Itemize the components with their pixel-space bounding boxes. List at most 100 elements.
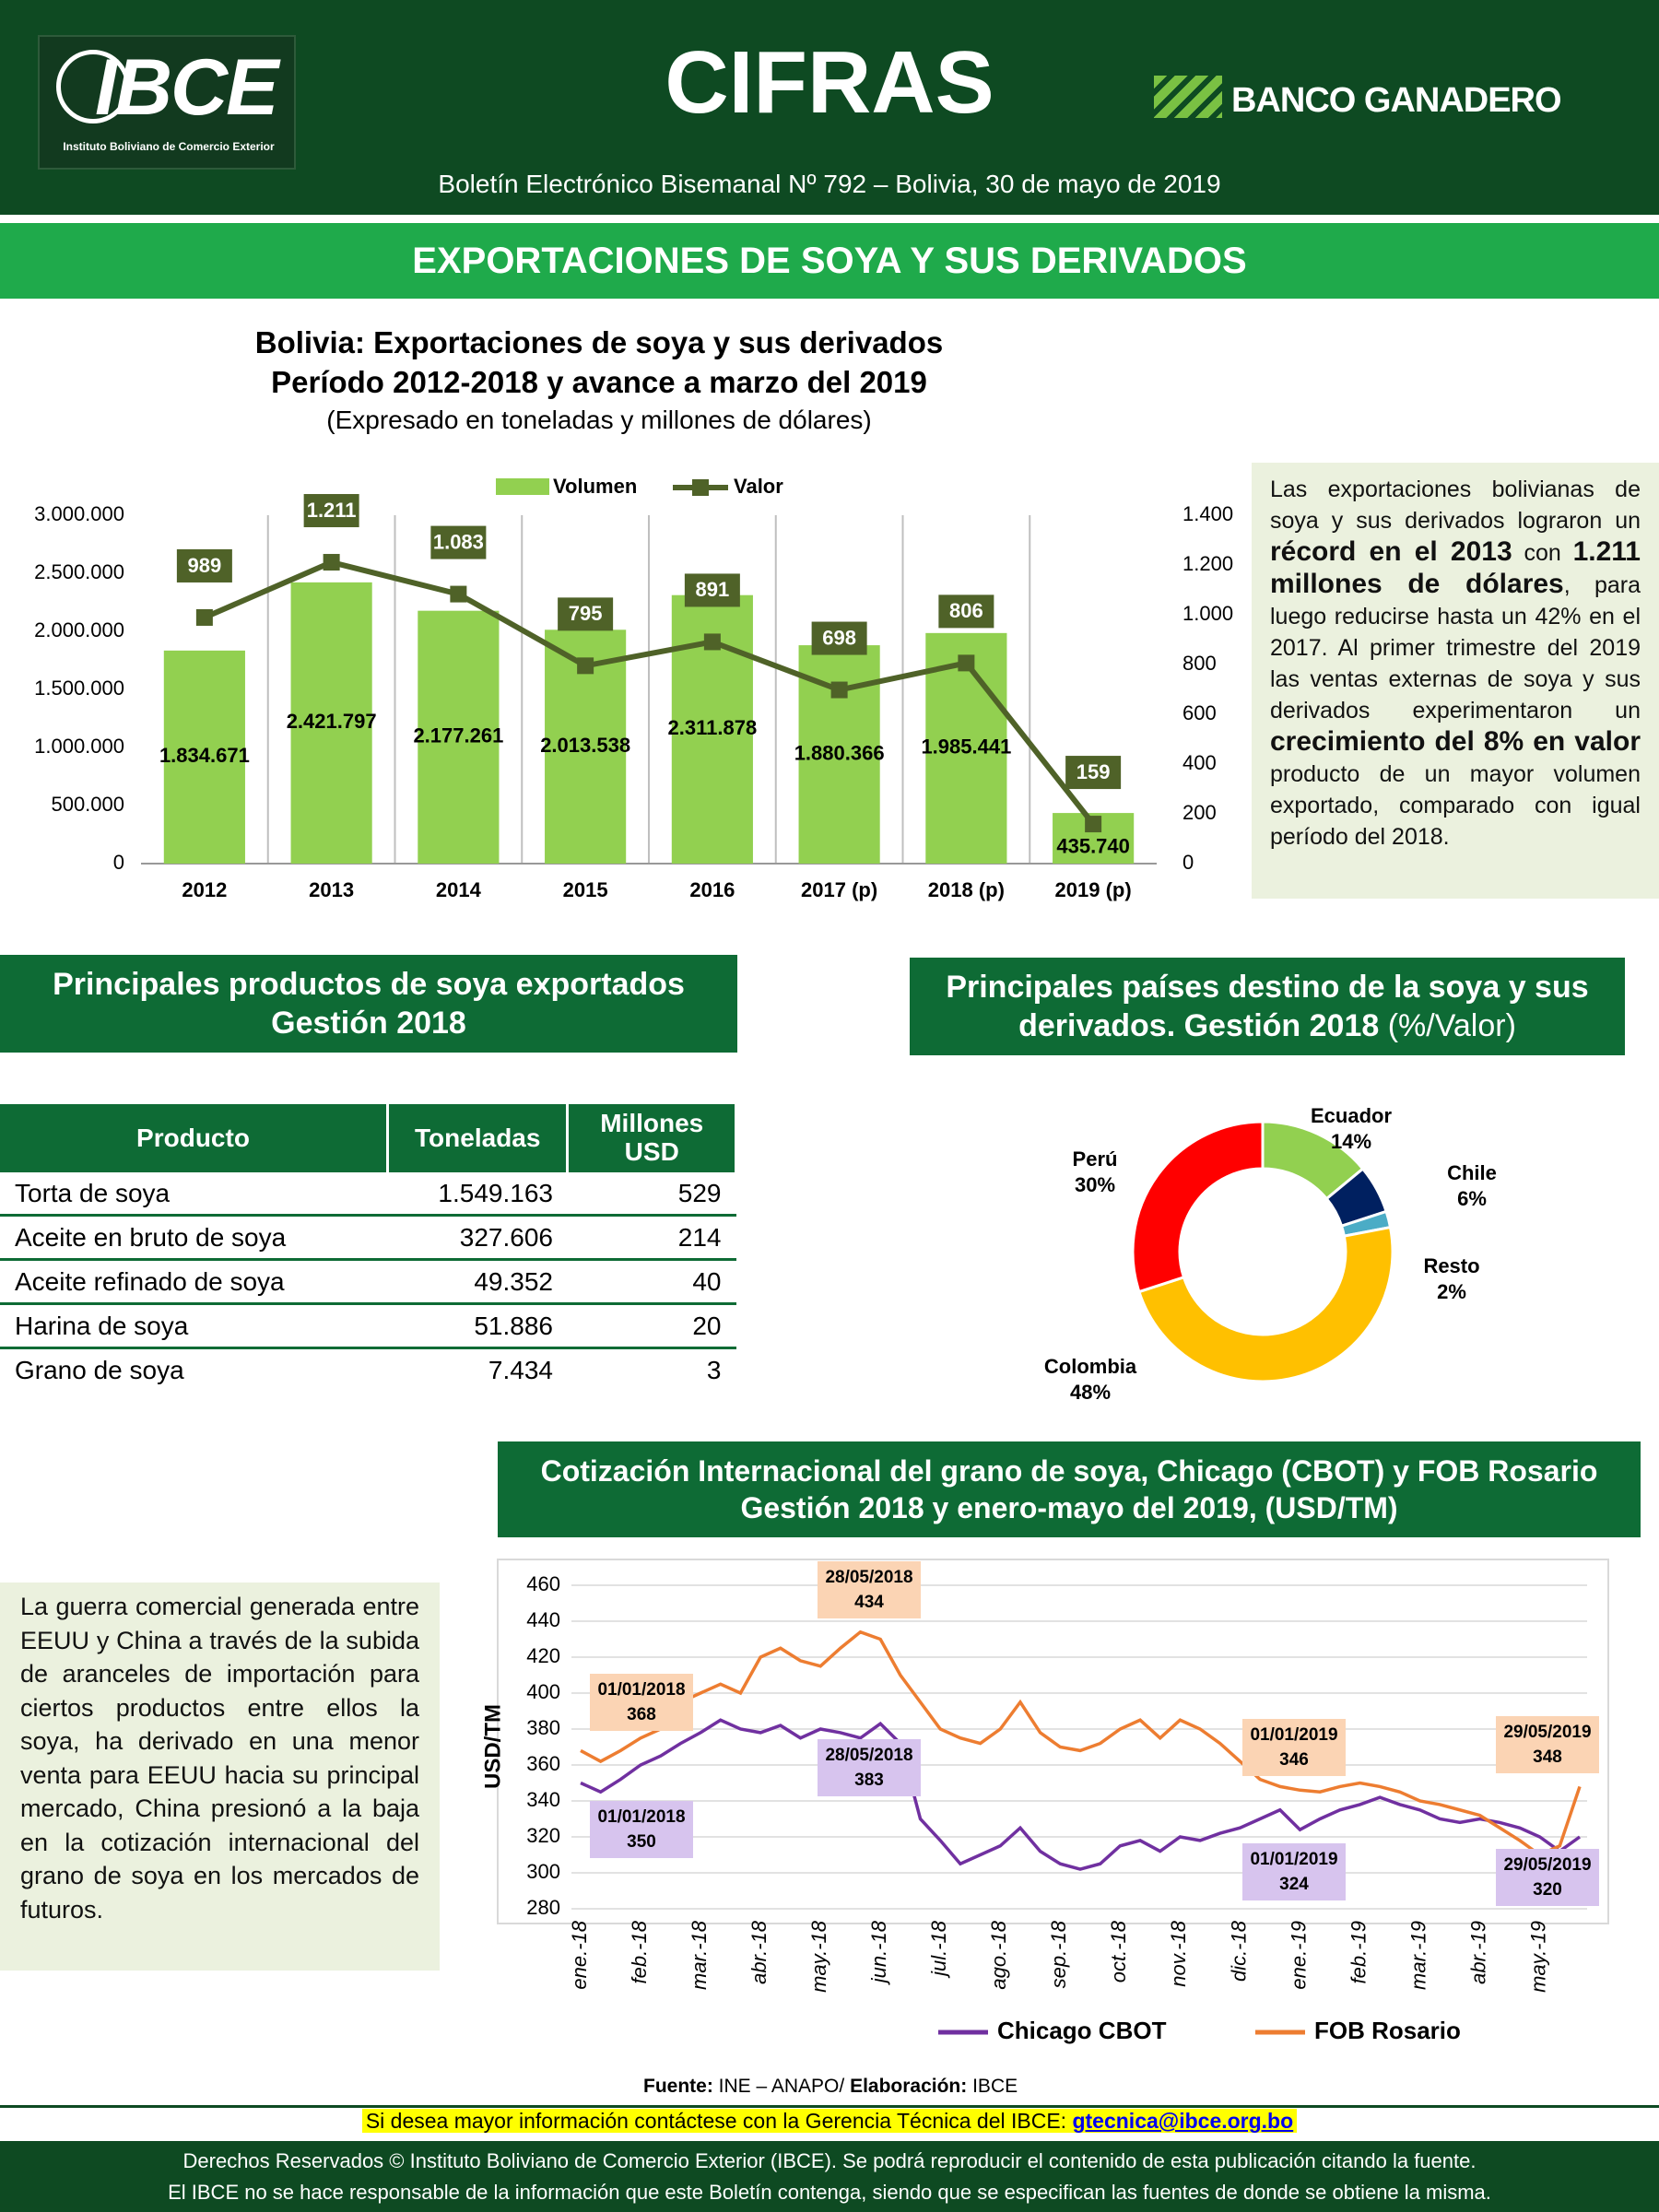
- y-tick-label: 1.000.000: [34, 735, 124, 758]
- y2-tick-label: 400: [1182, 751, 1217, 774]
- value-marker: [1085, 816, 1102, 833]
- callout-box: [1242, 1719, 1346, 1776]
- heading-text: derivados. Gestión 2018: [1018, 1008, 1380, 1043]
- table-cell: 40: [567, 1259, 736, 1305]
- callout-date: 01/01/2019: [1250, 1850, 1337, 1869]
- contact-email[interactable]: gtecnica@ibce.org.bo: [1072, 2109, 1294, 2133]
- donut-slice: [1131, 1120, 1265, 1294]
- y-tick-label: 320: [526, 1824, 560, 1847]
- logo-text: IBCE: [95, 43, 278, 132]
- value-line: [203, 559, 1096, 826]
- y-tick-label: 0: [113, 851, 124, 874]
- bar-value-label: 435.740: [1056, 834, 1130, 857]
- slice-label: Resto: [1423, 1254, 1479, 1277]
- bar-value-label: 2.421.797: [287, 710, 377, 733]
- legend-label: FOB Rosario: [1314, 2017, 1461, 2044]
- table-row: Harina de soya 51.886 20: [0, 1303, 736, 1349]
- callout-value: 346: [1279, 1750, 1309, 1770]
- callout-box: [1496, 1849, 1599, 1906]
- heading-line: Principales productos de soya exportados: [53, 966, 685, 1002]
- callout-box: [590, 1674, 693, 1731]
- legend-label: Chicago CBOT: [997, 2017, 1167, 2044]
- bar: [290, 582, 372, 864]
- y-tick-label: 380: [526, 1716, 560, 1739]
- x-tick-label: feb.-18: [628, 1920, 651, 1983]
- source: Fuente: INE – ANAPO/ Elaboración: IBCE: [643, 2076, 1018, 2098]
- y-axis-label: USD/TM: [480, 1704, 505, 1789]
- callout-value: 320: [1533, 1880, 1562, 1900]
- y-tick-label: 460: [526, 1572, 560, 1595]
- value-label-box: [176, 548, 232, 582]
- column-header: Toneladas: [387, 1104, 570, 1172]
- callout-date: 28/05/2018: [825, 1746, 912, 1765]
- y-tick-label: 500.000: [51, 793, 124, 816]
- x-tick-label: jul.-18: [927, 1920, 950, 1979]
- x-tick-label: dic.-18: [1227, 1920, 1250, 1982]
- x-tick-label: 2016: [689, 878, 735, 901]
- header: IBCE Instituto Boliviano de Comercio Ext…: [0, 0, 1659, 215]
- x-tick-label: abr.-19: [1466, 1921, 1489, 1984]
- header-subtitle: Boletín Electrónico Bisemanal Nº 792 – B…: [438, 170, 1221, 198]
- y2-tick-label: 0: [1182, 851, 1194, 874]
- donut-slice: [1137, 1225, 1394, 1383]
- table-cell: 20: [567, 1303, 736, 1349]
- callout-box: [1496, 1716, 1599, 1773]
- summary-run: con: [1512, 540, 1573, 566]
- callout-box: [818, 1561, 921, 1618]
- x-tick-label: jun.-18: [867, 1920, 890, 1985]
- x-tick-label: oct.-18: [1107, 1920, 1130, 1983]
- table-row: Aceite en bruto de soya 327.606 214: [0, 1215, 736, 1261]
- x-tick-label: nov.-18: [1167, 1920, 1190, 1987]
- bar-chart-title: Bolivia: Exportaciones de soya y sus der…: [254, 325, 944, 359]
- source-text: INE – ANAPO/: [712, 2076, 851, 2097]
- x-tick-label: sep.-18: [1047, 1920, 1070, 1988]
- table-cell: 51.886: [387, 1303, 568, 1349]
- y-tick-label: 400: [526, 1680, 560, 1703]
- footer: Derechos Reservados © Instituto Bolivian…: [0, 2141, 1659, 2212]
- separator: [0, 2105, 1659, 2108]
- value-marker: [323, 554, 340, 571]
- table-row: Aceite refinado de soya 49.352 40: [0, 1259, 736, 1305]
- summary-run: , para luego reducirse hasta un 42% en e…: [1270, 572, 1641, 724]
- y-tick-label: 280: [526, 1896, 560, 1919]
- x-tick-label: 2012: [182, 878, 227, 901]
- source-text: IBCE: [967, 2076, 1018, 2097]
- x-tick-label: may.-19: [1526, 1921, 1549, 1993]
- slice-value: 2%: [1437, 1280, 1466, 1303]
- slice-value: 30%: [1075, 1173, 1115, 1196]
- table-cell: 3: [706, 1355, 722, 1384]
- legend-label: Valor: [734, 475, 783, 498]
- footer-line: El IBCE no se hace responsable de la inf…: [168, 2181, 1491, 2204]
- value-label-box: [938, 594, 994, 629]
- x-tick-label: 2013: [309, 878, 354, 901]
- heading-line: derivados. Gestión 2018 (%/Valor): [910, 1006, 1625, 1046]
- heading-line: Gestión 2018 y enero-mayo del 2019, (USD…: [740, 1491, 1398, 1524]
- table-cell: 214: [567, 1215, 736, 1261]
- callout-box: [1242, 1843, 1346, 1900]
- sponsor: BANCO GANADERO: [1231, 81, 1562, 120]
- table-cell: 49.352: [387, 1259, 568, 1305]
- x-tick-label: ago.-18: [987, 1920, 1010, 1989]
- table-row: Grano de soya 7.434 3: [0, 1348, 736, 1392]
- bar-chart-heading: Bolivia: Exportaciones de soya y sus der…: [0, 323, 1198, 439]
- legend-swatch: [496, 478, 549, 495]
- callout-date: 01/01/2019: [1250, 1725, 1337, 1745]
- callout-value: 350: [627, 1832, 656, 1852]
- products-heading: Principales productos de soya exportados…: [0, 955, 737, 1053]
- table-cell: 1.549.163: [387, 1172, 568, 1217]
- legend-marker: [692, 479, 709, 496]
- products-table: Producto Toneladas Millones USD Torta de so…: [0, 1104, 737, 1391]
- x-tick-label: abr.-18: [747, 1920, 771, 1984]
- price-line: [580, 1630, 1582, 1857]
- column-header: Millones USD: [567, 1104, 737, 1172]
- y-tick-label: 300: [526, 1860, 560, 1883]
- table-cell: 327.606: [387, 1215, 568, 1261]
- callout-value: 324: [1279, 1875, 1309, 1894]
- callout-date: 28/05/2018: [825, 1568, 912, 1587]
- slice-value: 14%: [1331, 1130, 1371, 1153]
- slice-label: Colombia: [1044, 1355, 1137, 1378]
- slice-label: Chile: [1447, 1161, 1497, 1184]
- y-tick-label: 1.500.000: [34, 677, 124, 700]
- value-label-box: [430, 525, 487, 559]
